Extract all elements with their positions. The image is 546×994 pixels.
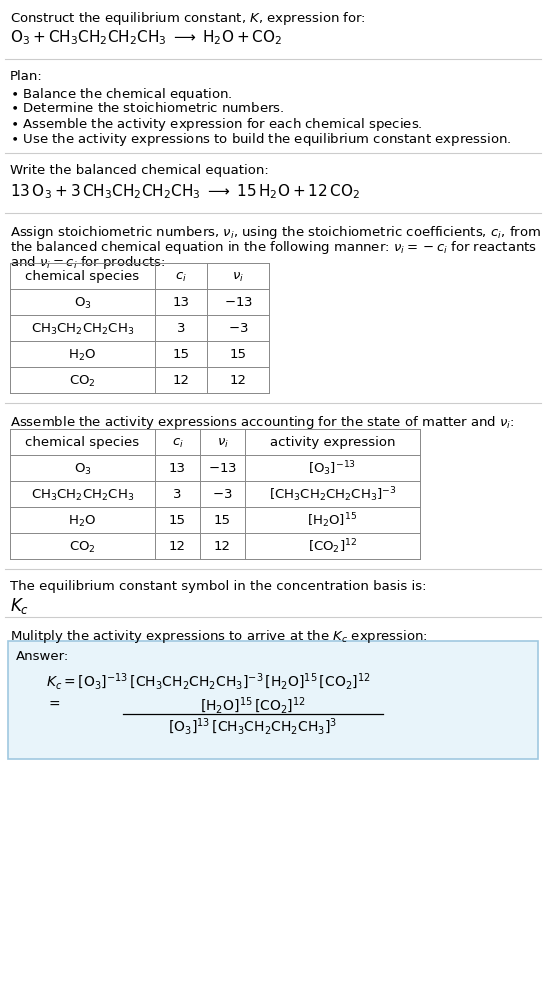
FancyBboxPatch shape [8,641,538,759]
Text: 12: 12 [214,540,231,553]
Text: The equilibrium constant symbol in the concentration basis is:: The equilibrium constant symbol in the c… [10,580,426,592]
Text: $\nu_i$: $\nu_i$ [217,436,228,449]
Text: Answer:: Answer: [16,649,69,662]
Text: $\bullet$ Determine the stoichiometric numbers.: $\bullet$ Determine the stoichiometric n… [10,101,284,115]
Text: the balanced chemical equation in the following manner: $\nu_i = -c_i$ for react: the balanced chemical equation in the fo… [10,239,537,255]
Text: chemical species: chemical species [26,436,140,449]
Bar [10,263,269,394]
Text: $\mathrm{O_3}$: $\mathrm{O_3}$ [74,295,91,310]
Text: $\mathrm{CO_2}$: $\mathrm{CO_2}$ [69,539,96,554]
Text: Plan:: Plan: [10,70,43,83]
Text: $[\mathrm{CH_3CH_2CH_2CH_3}]^{-3}$: $[\mathrm{CH_3CH_2CH_2CH_3}]^{-3}$ [269,485,396,504]
Text: Mulitply the activity expressions to arrive at the $K_c$ expression:: Mulitply the activity expressions to arr… [10,627,428,644]
Text: Assemble the activity expressions accounting for the state of matter and $\nu_i$: Assemble the activity expressions accoun… [10,414,515,430]
Text: $\mathrm{H_2O}$: $\mathrm{H_2O}$ [68,347,97,362]
Text: $\mathrm{O_3 + CH_3CH_2CH_2CH_3} \;\longrightarrow\; \mathrm{H_2O + CO_2}$: $\mathrm{O_3 + CH_3CH_2CH_2CH_3} \;\long… [10,28,282,47]
Text: 15: 15 [229,348,246,361]
Text: $\mathrm{CO_2}$: $\mathrm{CO_2}$ [69,373,96,389]
Text: $\mathrm{CH_3CH_2CH_2CH_3}$: $\mathrm{CH_3CH_2CH_2CH_3}$ [31,321,134,336]
Text: 12: 12 [169,540,186,553]
Text: $\nu_i$: $\nu_i$ [232,270,244,283]
Bar [10,429,420,560]
Text: $\bullet$ Assemble the activity expression for each chemical species.: $\bullet$ Assemble the activity expressi… [10,116,423,133]
Text: 12: 12 [229,374,246,387]
Text: 3: 3 [173,488,182,501]
Text: $-3$: $-3$ [212,488,233,501]
Text: Assign stoichiometric numbers, $\nu_i$, using the stoichiometric coefficients, $: Assign stoichiometric numbers, $\nu_i$, … [10,224,541,241]
Text: 3: 3 [177,322,185,335]
Text: $\bullet$ Use the activity expressions to build the equilibrium constant express: $\bullet$ Use the activity expressions t… [10,131,512,148]
Text: 12: 12 [173,374,189,387]
Text: 13: 13 [173,296,189,309]
Text: $c_i$: $c_i$ [175,270,187,283]
Text: $-3$: $-3$ [228,322,248,335]
Text: Write the balanced chemical equation:: Write the balanced chemical equation: [10,164,269,177]
Text: $c_i$: $c_i$ [171,436,183,449]
Text: Construct the equilibrium constant, $K$, expression for:: Construct the equilibrium constant, $K$,… [10,10,366,27]
Text: $-13$: $-13$ [223,296,252,309]
Text: $=$: $=$ [46,695,61,710]
Text: $\mathrm{13\,O_3 + 3\,CH_3CH_2CH_2CH_3 \;\longrightarrow\; 15\,H_2O + 12\,CO_2}$: $\mathrm{13\,O_3 + 3\,CH_3CH_2CH_2CH_3 \… [10,182,360,201]
Text: $K_c$: $K_c$ [10,595,29,615]
Text: $[\mathrm{CO_2}]^{12}$: $[\mathrm{CO_2}]^{12}$ [308,537,357,556]
Text: chemical species: chemical species [26,270,140,283]
Text: $-13$: $-13$ [208,462,237,475]
Text: $[\mathrm{O_3}]^{-13}$: $[\mathrm{O_3}]^{-13}$ [308,459,357,478]
Text: $[\mathrm{H_2O}]^{15}\,[\mathrm{CO_2}]^{12}$: $[\mathrm{H_2O}]^{15}\,[\mathrm{CO_2}]^{… [200,695,306,716]
Text: $\mathrm{CH_3CH_2CH_2CH_3}$: $\mathrm{CH_3CH_2CH_2CH_3}$ [31,487,134,502]
Text: $\bullet$ Balance the chemical equation.: $\bullet$ Balance the chemical equation. [10,85,233,103]
Text: $\mathrm{O_3}$: $\mathrm{O_3}$ [74,461,91,476]
Text: $[\mathrm{H_2O}]^{15}$: $[\mathrm{H_2O}]^{15}$ [307,511,358,530]
Text: 15: 15 [173,348,189,361]
Text: 15: 15 [169,514,186,527]
Text: 13: 13 [169,462,186,475]
Text: activity expression: activity expression [270,436,395,449]
Text: $\mathrm{H_2O}$: $\mathrm{H_2O}$ [68,513,97,528]
Text: $K_c = [\mathrm{O_3}]^{-13}\,[\mathrm{CH_3CH_2CH_2CH_3}]^{-3}\,[\mathrm{H_2O}]^{: $K_c = [\mathrm{O_3}]^{-13}\,[\mathrm{CH… [46,671,371,692]
Text: and $\nu_i = c_i$ for products:: and $\nu_i = c_i$ for products: [10,253,165,270]
Text: $[\mathrm{O_3}]^{13}\,[\mathrm{CH_3CH_2CH_2CH_3}]^{3}$: $[\mathrm{O_3}]^{13}\,[\mathrm{CH_3CH_2C… [168,717,337,737]
Text: 15: 15 [214,514,231,527]
